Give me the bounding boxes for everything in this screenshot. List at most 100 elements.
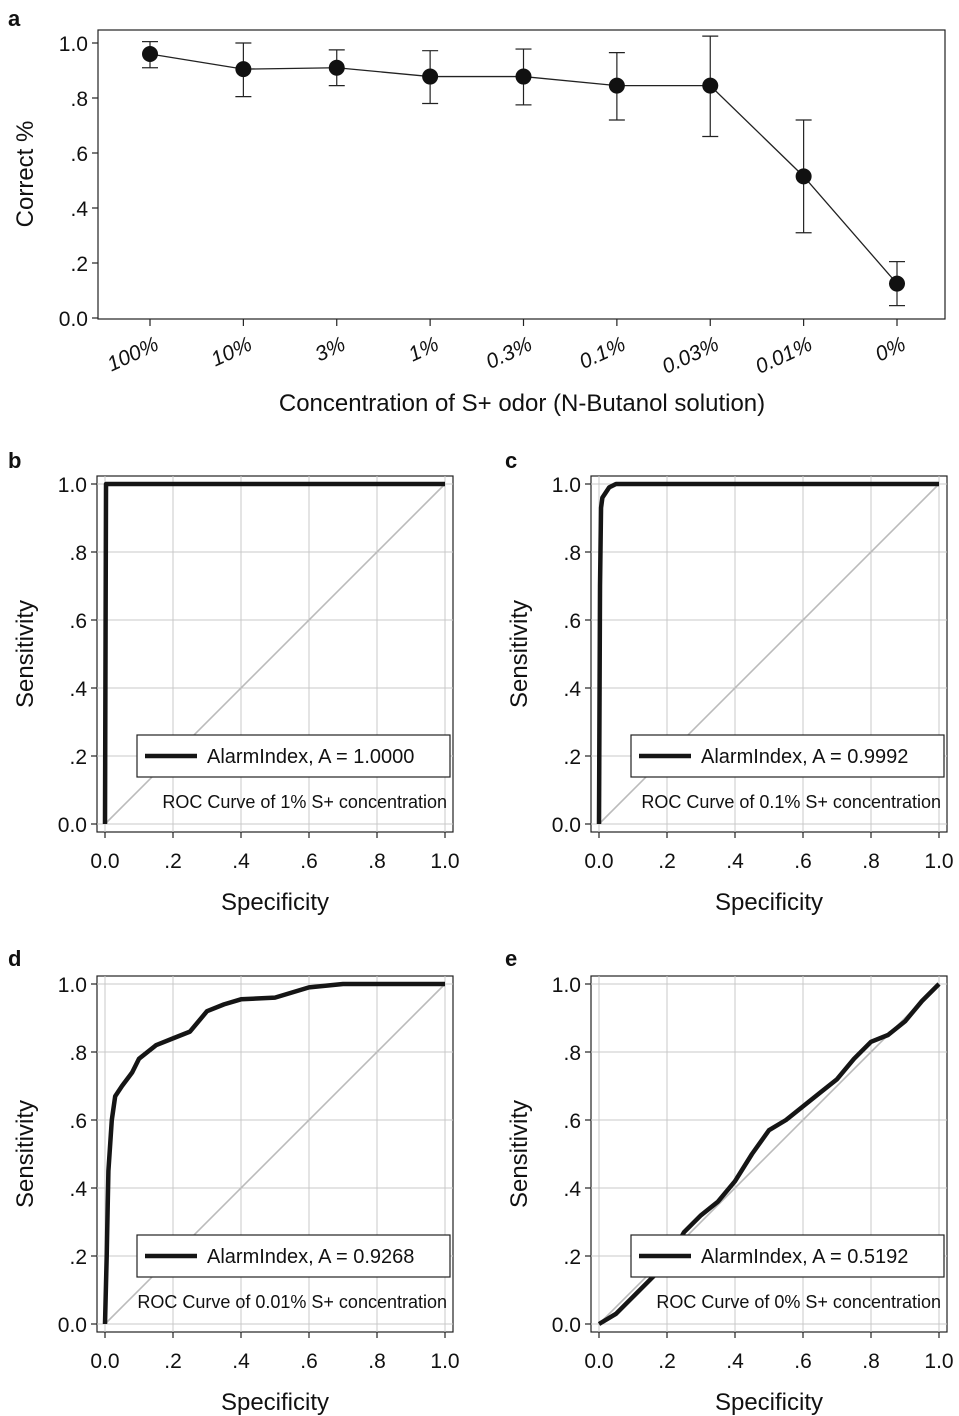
panel-b: b 0.00.0 .2 .2 .4 .4 .6 .6 .8 .8 1.0 1.0 Specificity… bbox=[8, 448, 460, 916]
y-tick-label: 0.0 bbox=[552, 814, 581, 837]
y-axis-title: Correct % bbox=[12, 121, 39, 228]
y-tick-label: .2 bbox=[70, 253, 88, 276]
x-axis-title: Concentration of S+ odor (N-Butanol solu… bbox=[279, 390, 765, 417]
x-tick-label: 1.0 bbox=[430, 1350, 459, 1373]
x-tick-label: .6 bbox=[300, 850, 318, 873]
y-tick-label: .2 bbox=[69, 746, 87, 769]
x-tick-label: .2 bbox=[164, 1350, 182, 1373]
x-tick-label: 100% bbox=[104, 333, 162, 377]
plot-frame bbox=[96, 475, 454, 833]
y-axis-title: Sensitivity bbox=[506, 600, 533, 708]
x-tick-label: 0.0 bbox=[90, 850, 119, 873]
x-tick-label: 0% bbox=[872, 333, 909, 367]
y-tick-label: .6 bbox=[69, 1110, 87, 1133]
data-point bbox=[515, 68, 532, 85]
x-tick-label: .2 bbox=[658, 1350, 676, 1373]
data-point bbox=[608, 77, 625, 94]
roc-caption: ROC Curve of 0.01% S+ concentration bbox=[137, 1292, 447, 1312]
roc-curve bbox=[102, 981, 445, 1325]
data-point bbox=[328, 59, 345, 76]
x-tick-label: .4 bbox=[726, 850, 744, 873]
y-tick-label: 1.0 bbox=[552, 474, 581, 497]
plot-frame bbox=[590, 975, 948, 1333]
legend-entry: AlarmIndex, A = 0.5192 bbox=[701, 1246, 908, 1268]
panel-c: c 0.00.0 .2 .2 .4 .4 .6 .6 .8 .8 1.0 1.0 Specificity… bbox=[505, 448, 954, 916]
y-tick-label: .4 bbox=[563, 678, 581, 701]
y-tick-label: .6 bbox=[563, 610, 581, 633]
x-tick-label: .2 bbox=[658, 850, 676, 873]
panel-letter: c bbox=[505, 448, 517, 473]
y-tick-label: 0.0 bbox=[58, 1314, 87, 1337]
roc-caption: ROC Curve of 0% S+ concentration bbox=[656, 1292, 941, 1312]
x-tick-label: .6 bbox=[300, 1350, 318, 1373]
x-axis-title: Specificity bbox=[221, 1389, 329, 1416]
data-point bbox=[702, 77, 719, 94]
y-tick-label: .6 bbox=[69, 610, 87, 633]
data-point bbox=[422, 68, 439, 85]
y-tick-label: 1.0 bbox=[58, 974, 87, 997]
data-point bbox=[235, 61, 252, 78]
x-tick-label: .6 bbox=[794, 850, 812, 873]
x-tick-label: 0.01% bbox=[752, 333, 816, 379]
x-tick-label: 10% bbox=[208, 333, 256, 372]
panel-letter: b bbox=[8, 448, 21, 473]
y-tick-label: .6 bbox=[563, 1110, 581, 1133]
x-axis-title: Specificity bbox=[715, 1389, 823, 1416]
x-tick-label: 1% bbox=[405, 333, 442, 367]
panel-letter: e bbox=[505, 946, 517, 971]
panel-letter: d bbox=[8, 946, 21, 971]
y-tick-label: .6 bbox=[70, 143, 88, 166]
x-tick-label: .4 bbox=[232, 850, 250, 873]
y-tick-label: .4 bbox=[70, 198, 88, 221]
x-tick-label: 1.0 bbox=[924, 850, 953, 873]
y-tick-label: .8 bbox=[70, 88, 88, 111]
y-tick-label: 1.0 bbox=[59, 33, 88, 56]
panel-e: e 0.00.0 .2 .2 .4 .4 .6 .6 .8 .8 1.0 1.0 Specificity… bbox=[505, 946, 954, 1416]
y-tick-label: .8 bbox=[69, 542, 87, 565]
y-tick-label: .2 bbox=[563, 1246, 581, 1269]
y-axis-title: Sensitivity bbox=[12, 1100, 39, 1208]
plot-frame bbox=[97, 29, 946, 320]
plot-frame bbox=[590, 475, 948, 833]
roc-caption: ROC Curve of 0.1% S+ concentration bbox=[641, 792, 941, 812]
x-tick-label: .8 bbox=[368, 850, 386, 873]
x-tick-label: .4 bbox=[726, 1350, 744, 1373]
panel-letter: a bbox=[8, 6, 21, 31]
y-axis-title: Sensitivity bbox=[506, 1100, 533, 1208]
x-tick-label: 1.0 bbox=[924, 1350, 953, 1373]
y-tick-label: .4 bbox=[69, 678, 87, 701]
y-tick-label: .8 bbox=[563, 1042, 581, 1065]
x-tick-label: 0.03% bbox=[659, 333, 723, 379]
x-tick-label: 1.0 bbox=[430, 850, 459, 873]
panel-d: d 0.00.0 .2 .2 .4 .4 .6 .6 .8 .8 1.0 1.0 Specificity… bbox=[8, 946, 460, 1416]
y-tick-label: 1.0 bbox=[552, 974, 581, 997]
x-tick-label: .6 bbox=[794, 1350, 812, 1373]
data-point bbox=[795, 168, 812, 185]
legend-entry: AlarmIndex, A = 0.9268 bbox=[207, 1246, 414, 1268]
roc-curve bbox=[102, 481, 445, 825]
y-tick-label: 1.0 bbox=[58, 474, 87, 497]
panel-a: a 0.0 .2 .4 .6 .8 1.0 100% 10% 3% 1% 0.3% 0.1% 0.03% 0… bbox=[8, 6, 946, 417]
y-tick-label: .4 bbox=[69, 1178, 87, 1201]
y-tick-label: .8 bbox=[69, 1042, 87, 1065]
plot-frame bbox=[96, 975, 454, 1333]
data-point bbox=[889, 275, 905, 292]
x-tick-label: 3% bbox=[312, 333, 349, 367]
y-axis-title: Sensitivity bbox=[12, 600, 39, 708]
x-tick-label: 0.3% bbox=[483, 333, 536, 374]
x-axis-title: Specificity bbox=[715, 889, 823, 916]
x-tick-label: 0.1% bbox=[576, 333, 629, 374]
roc-curve bbox=[596, 481, 939, 825]
x-tick-label: .8 bbox=[862, 1350, 880, 1373]
legend-entry: AlarmIndex, A = 0.9992 bbox=[701, 746, 908, 768]
y-tick-label: .8 bbox=[563, 542, 581, 565]
x-tick-label: 0.0 bbox=[90, 1350, 119, 1373]
y-tick-label: 0.0 bbox=[59, 308, 88, 331]
y-tick-label: .2 bbox=[563, 746, 581, 769]
y-tick-label: .4 bbox=[563, 1178, 581, 1201]
x-tick-label: .8 bbox=[862, 850, 880, 873]
data-point bbox=[142, 46, 158, 62]
y-tick-label: 0.0 bbox=[58, 814, 87, 837]
x-tick-label: 0.0 bbox=[584, 850, 613, 873]
